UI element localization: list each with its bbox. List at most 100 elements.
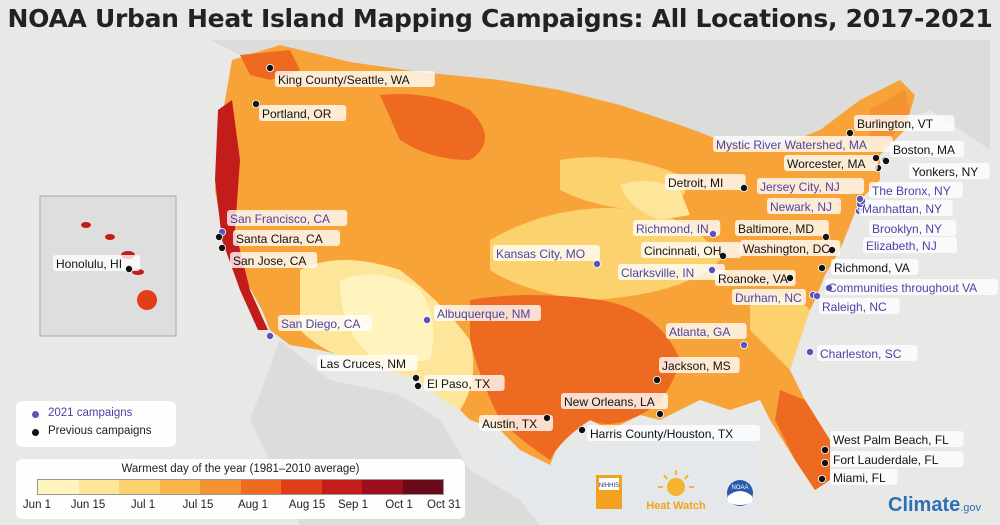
marker-las-cruces-nm[interactable] [411, 373, 420, 382]
label-bg-charleston-sc [817, 345, 918, 361]
campaign-legend: 2021 campaigns Previous campaigns [16, 401, 176, 447]
marker-honolulu-hi[interactable] [125, 264, 134, 273]
label-king-county-seattle-wa[interactable]: King County/Seattle, WA [278, 73, 410, 87]
label-elizabeth-nj[interactable]: Elizabeth, NJ [866, 239, 937, 253]
label-bg-worcester-ma [784, 155, 878, 171]
marker-boston-ma[interactable] [882, 156, 891, 165]
label-san-francisco-ca[interactable]: San Francisco, CA [230, 212, 330, 226]
label-santa-clara-ca[interactable]: Santa Clara, CA [236, 232, 323, 246]
marker-worcester-ma[interactable] [872, 153, 881, 162]
marker-austin-tx[interactable] [543, 413, 552, 422]
label-las-cruces-nm[interactable]: Las Cruces, NM [320, 357, 406, 371]
marker-kansas-city-mo[interactable] [593, 259, 602, 268]
marker-west-palm-beach-fl[interactable] [821, 445, 830, 454]
label-burlington-vt[interactable]: Burlington, VT [857, 117, 934, 131]
label-austin-tx[interactable]: Austin, TX [482, 417, 537, 431]
label-harris-county-houston-tx[interactable]: Harris County/Houston, TX [590, 427, 733, 441]
label-the-bronx-ny[interactable]: The Bronx, NY [872, 184, 951, 198]
label-richmond-va[interactable]: Richmond, VA [834, 261, 910, 275]
label-kansas-city-mo[interactable]: Kansas City, MO [496, 247, 585, 261]
marker-portland-or[interactable] [251, 100, 260, 109]
label-new-orleans-la[interactable]: New Orleans, LA [564, 395, 655, 409]
marker-detroit-mi[interactable] [740, 183, 749, 192]
label-jackson-ms[interactable]: Jackson, MS [662, 359, 731, 373]
label-bg-atlanta-ga [666, 323, 747, 339]
noaa-logo: NOAA [727, 480, 753, 506]
label-worcester-ma[interactable]: Worcester, MA [787, 157, 865, 171]
marker-richmond-in[interactable] [709, 229, 718, 238]
climate-logo-main: Climate [888, 494, 961, 516]
label-raleigh-nc[interactable]: Raleigh, NC [822, 300, 887, 314]
marker-raleigh-nc[interactable] [813, 291, 822, 300]
label-san-diego-ca[interactable]: San Diego, CA [281, 317, 360, 331]
marker-new-orleans-la[interactable] [656, 409, 665, 418]
label-newark-nj[interactable]: Newark, NJ [770, 200, 832, 214]
marker-charleston-sc[interactable] [806, 347, 815, 356]
marker-el-paso-tx[interactable] [413, 381, 422, 390]
marker-san-diego-ca[interactable] [265, 331, 274, 340]
label-communities-throughout-va[interactable]: Communities throughout VA [828, 281, 977, 295]
marker-fort-lauderdale-fl[interactable] [821, 458, 830, 467]
scale-tick-label: Jul 1 [130, 499, 156, 511]
marker-king-county-seattle-wa[interactable] [265, 64, 274, 73]
marker-washington-dc[interactable] [828, 245, 837, 254]
label-bg-san-francisco-ca [227, 210, 348, 226]
label-clarksville-in[interactable]: Clarksville, IN [621, 266, 694, 280]
nihhis-logo-text: NIHHIS [599, 483, 619, 489]
label-bg-cincinnati-oh [641, 242, 742, 258]
label-miami-fl[interactable]: Miami, FL [833, 471, 886, 485]
scale-tick-label: Oct 1 [385, 499, 413, 511]
label-west-palm-beach-fl[interactable]: West Palm Beach, FL [833, 433, 949, 447]
label-detroit-mi[interactable]: Detroit, MI [668, 176, 723, 190]
label-san-jose-ca[interactable]: San Jose, CA [233, 254, 306, 268]
label-bg-king-county-seattle-wa [275, 71, 435, 87]
label-fort-lauderdale-fl[interactable]: Fort Lauderdale, FL [833, 453, 939, 467]
marker-clarksville-in[interactable] [708, 265, 717, 274]
marker-santa-clara-ca[interactable] [214, 232, 223, 241]
label-boston-ma[interactable]: Boston, MA [893, 143, 955, 157]
marker-jersey-city-nj[interactable] [856, 194, 865, 203]
marker-richmond-va[interactable] [818, 263, 827, 272]
marker-burlington-vt[interactable] [846, 128, 855, 137]
marker-cincinnati-oh[interactable] [719, 251, 728, 260]
label-charleston-sc[interactable]: Charleston, SC [820, 347, 902, 361]
label-jersey-city-nj[interactable]: Jersey City, NJ [760, 180, 840, 194]
label-roanoke-va[interactable]: Roanoke, VA [718, 272, 788, 286]
marker-roanoke-va[interactable] [786, 273, 795, 282]
label-albuquerque-nm[interactable]: Albuquerque, NM [437, 307, 530, 321]
label-washington-dc[interactable]: Washington, DC [743, 242, 830, 256]
label-bg-fort-lauderdale-fl [830, 451, 964, 467]
marker-san-jose-ca[interactable] [217, 243, 226, 252]
climate-gov-logo[interactable]: Climate.gov [888, 494, 981, 517]
marker-jackson-ms[interactable] [653, 375, 662, 384]
label-manhattan-ny[interactable]: Manhattan, NY [862, 202, 942, 216]
label-el-paso-tx[interactable]: El Paso, TX [427, 377, 490, 391]
label-bg-mystic-river-watershed-ma [713, 136, 893, 152]
scale-tick-label: Jun 1 [22, 499, 52, 511]
label-bg-roanoke-va [715, 270, 796, 286]
label-honolulu-hi[interactable]: Honolulu, HI [56, 257, 122, 271]
label-bg-durham-nc [732, 289, 806, 305]
marker-atlanta-ga[interactable] [740, 340, 749, 349]
marker-harris-county-houston-tx[interactable] [578, 425, 587, 434]
marker-albuquerque-nm[interactable] [422, 315, 431, 324]
label-brooklyn-ny[interactable]: Brooklyn, NY [872, 222, 942, 236]
label-mystic-river-watershed-ma[interactable]: Mystic River Watershed, MA [716, 138, 867, 152]
label-bg-jackson-ms [659, 357, 740, 373]
marker-baltimore-md[interactable] [822, 232, 831, 241]
label-yonkers-ny[interactable]: Yonkers, NY [912, 165, 978, 179]
scale-tick-label: Jun 15 [70, 499, 106, 511]
label-bg-baltimore-md [735, 220, 829, 236]
label-cincinnati-oh[interactable]: Cincinnati, OH [644, 244, 721, 258]
label-richmond-in[interactable]: Richmond, IN [636, 222, 709, 236]
label-baltimore-md[interactable]: Baltimore, MD [738, 222, 814, 236]
label-bg-portland-or [259, 105, 347, 121]
label-durham-nc[interactable]: Durham, NC [735, 291, 802, 305]
marker-communities-throughout-va[interactable] [825, 283, 834, 292]
label-atlanta-ga[interactable]: Atlanta, GA [669, 325, 730, 339]
label-portland-or[interactable]: Portland, OR [262, 107, 332, 121]
label-bg-manhattan-ny [859, 200, 953, 216]
scale-swatch [159, 480, 200, 494]
marker-miami-fl[interactable] [818, 474, 827, 483]
